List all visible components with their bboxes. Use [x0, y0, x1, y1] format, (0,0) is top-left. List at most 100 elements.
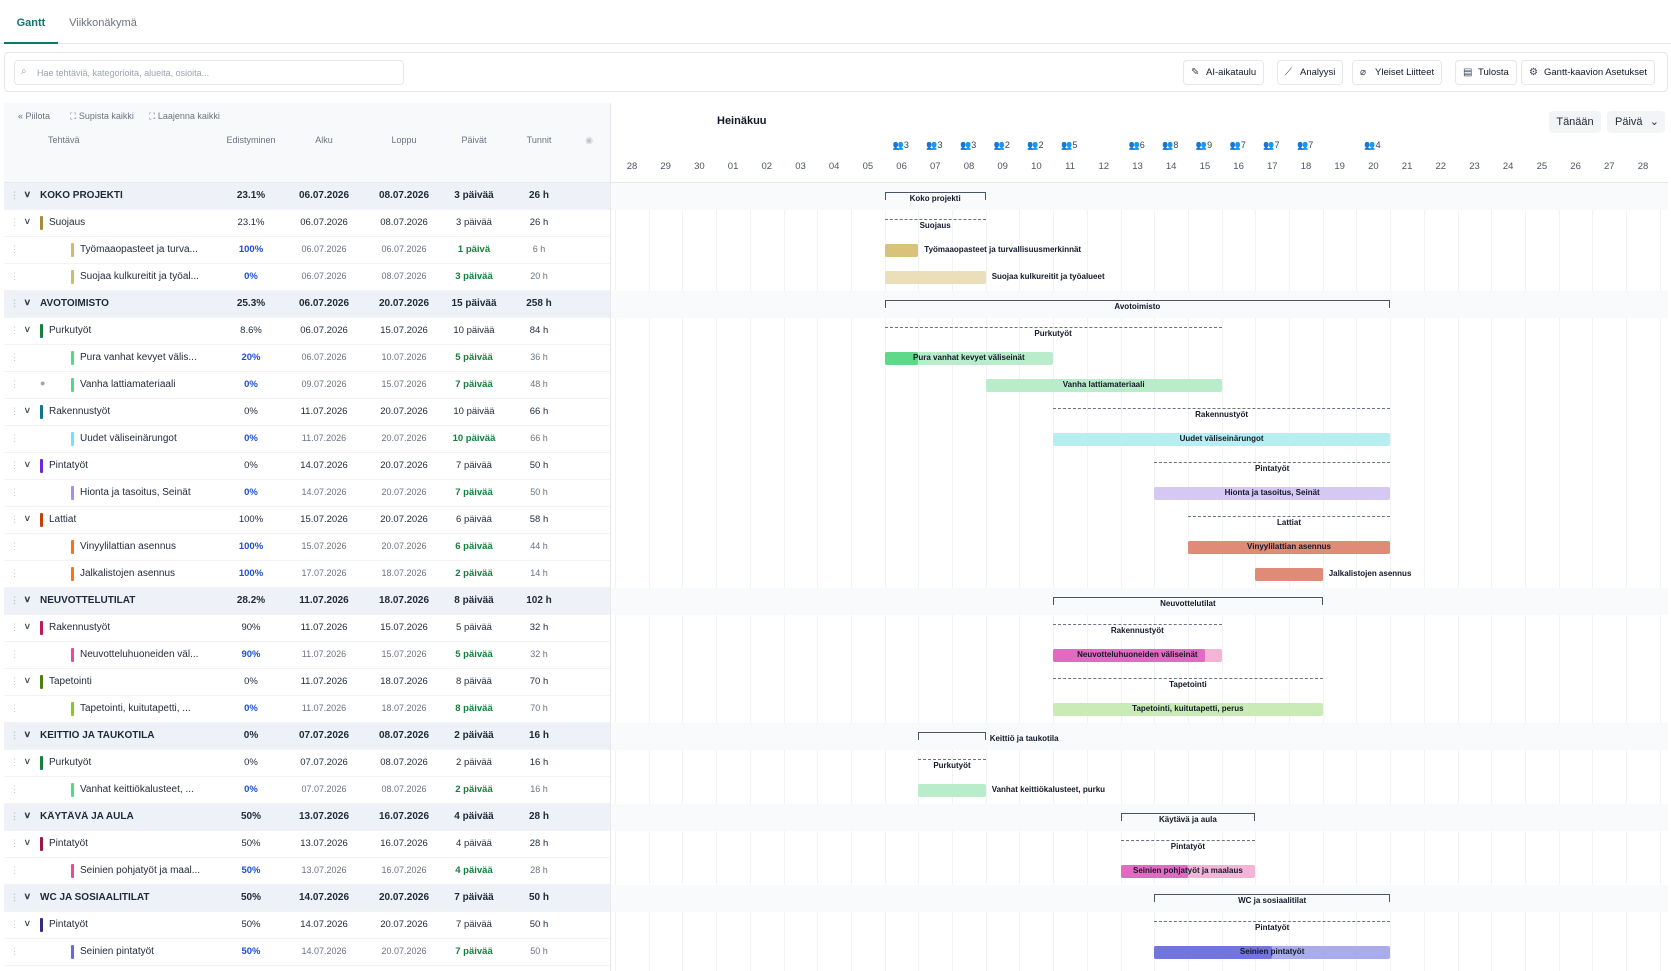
search-input[interactable]	[37, 65, 397, 81]
gantt-settings-button[interactable]: ⚙ Gantt-kaavion Asetukset	[1521, 60, 1655, 85]
analysis-button[interactable]: ⟋ Analyysi	[1277, 60, 1344, 85]
drag-handle-icon[interactable]: ⋮	[10, 244, 19, 254]
group-span[interactable]: Koko projekti	[884, 192, 986, 203]
workload-count[interactable]: 👥2	[994, 140, 1010, 151]
task-row[interactable]: ⋮ Pura vanhat kevyet välis... 20% 06.07.202…	[4, 345, 610, 372]
drag-handle-icon[interactable]: ⋮	[10, 757, 19, 767]
category-span[interactable]: Lattiat	[1187, 516, 1391, 527]
category-row[interactable]: ⋮ ∨ Pintatyöt 50% 13.07.2026 16.07.2026 4 päiv…	[4, 831, 610, 858]
task-row[interactable]: ⋮ Työmaaopasteet ja turva... 100% 06.07.202…	[4, 237, 610, 264]
task-bar[interactable]: Tapetointi, kuitutapetti, perus	[1053, 703, 1323, 716]
chevron-down-icon[interactable]: ∨	[23, 675, 32, 685]
group-row[interactable]: ⋮ ∨ AVOTOIMISTO 25.3% 06.07.2026 20.07.2026 15…	[4, 291, 610, 318]
workload-count[interactable]: 👥5	[1061, 140, 1077, 151]
task-row[interactable]: ⋮ Jalkalistojen asennus 100% 17.07.2026 18.0…	[4, 561, 610, 588]
print-button[interactable]: ▤ Tulosta	[1455, 60, 1517, 85]
category-row[interactable]: ⋮ ∨ Lattiat 100% 15.07.2026 20.07.2026 6 päivä…	[4, 507, 610, 534]
workload-count[interactable]: 👥8	[1162, 140, 1178, 151]
chevron-down-icon[interactable]: ∨	[23, 621, 32, 631]
group-row[interactable]: ⋮ ∨ WC JA SOSIAALITILAT 50% 14.07.2026 20.07.…	[4, 885, 610, 912]
chevron-down-icon[interactable]: ∨	[23, 513, 32, 523]
category-span[interactable]: Pintatyöt	[1154, 462, 1391, 473]
collapse-all-button[interactable]: ⛶ Supista kaikki	[70, 111, 134, 122]
category-span[interactable]: Pintatyöt	[1120, 840, 1256, 851]
tab-week-view[interactable]: Viikkonäkymä	[69, 17, 137, 29]
task-bar[interactable]: Suojaa kulkureitit ja työalueet	[884, 271, 1105, 284]
task-row[interactable]: ⋮ Seinien pohjatyöt ja maal... 50% 13.07.20…	[4, 858, 610, 885]
attachments-button[interactable]: ⌀ Yleiset Liitteet	[1352, 60, 1443, 85]
drag-handle-icon[interactable]: ⋮	[10, 892, 19, 902]
workload-count[interactable]: 👥7	[1263, 140, 1279, 151]
group-span[interactable]: Avotoimisto	[884, 300, 1391, 311]
category-span[interactable]: Rakennustyöt	[1053, 624, 1222, 635]
column-start[interactable]: Alku	[315, 135, 333, 145]
drag-handle-icon[interactable]: ⋮	[10, 649, 19, 659]
task-bar[interactable]: Uudet väliseinärungot	[1053, 433, 1391, 446]
chevron-down-icon[interactable]: ∨	[23, 405, 32, 415]
task-row[interactable]: ⋮ Uudet väliseinärungot 0% 11.07.2026 20.07.…	[4, 426, 610, 453]
drag-handle-icon[interactable]: ⋮	[10, 568, 19, 578]
drag-handle-icon[interactable]: ⋮	[10, 865, 19, 875]
category-span[interactable]: Tapetointi	[1053, 678, 1323, 689]
task-row[interactable]: ⋮ Neuvotteluhuoneiden väl... 90% 11.07.2026…	[4, 642, 610, 669]
category-row[interactable]: ⋮ ∨ Rakennustyöt 90% 11.07.2026 15.07.2026 5 p…	[4, 615, 610, 642]
task-row[interactable]: ⋮ Vinyylilattian asennus 100% 15.07.2026 20.…	[4, 534, 610, 561]
column-hours[interactable]: Tunnit	[526, 135, 552, 145]
drag-handle-icon[interactable]: ⋮	[10, 487, 19, 497]
expand-all-button[interactable]: ⛶ Laajenna kaikki	[149, 111, 220, 122]
group-row[interactable]: ⋮ ∨ NEUVOTTELUTILAT 28.2% 11.07.2026 18.07.20…	[4, 588, 610, 615]
group-span[interactable]: WC ja sosiaalitilat	[1154, 894, 1391, 905]
comment-icon[interactable]: ●	[40, 378, 46, 388]
column-task[interactable]: Tehtävä	[48, 135, 80, 145]
workload-count[interactable]: 👥3	[960, 140, 976, 151]
task-row[interactable]: ⋮ Tapetointi, kuitutapetti, ... 0% 11.07.20…	[4, 696, 610, 723]
task-bar[interactable]: Työmaaopasteet ja turvallisuusmerkinnät	[884, 244, 1081, 257]
category-row[interactable]: ⋮ ∨ Suojaus 23.1% 06.07.2026 08.07.2026 3 päiv…	[4, 210, 610, 237]
category-row[interactable]: ⋮ ∨ Rakennustyöt 0% 11.07.2026 20.07.2026 10 p…	[4, 399, 610, 426]
chevron-down-icon[interactable]: ∨	[23, 756, 32, 766]
eye-icon[interactable]: ◉	[585, 135, 593, 145]
hide-panel-button[interactable]: « Piilota	[18, 111, 50, 121]
drag-handle-icon[interactable]: ⋮	[10, 325, 19, 335]
scale-select[interactable]: Päivä ⌄	[1607, 111, 1665, 133]
task-bar[interactable]: Vanha lattiamateriaali	[985, 379, 1222, 392]
column-progress[interactable]: Edistyminen	[226, 135, 276, 145]
drag-handle-icon[interactable]: ⋮	[10, 784, 19, 794]
tab-gantt[interactable]: Gantt	[4, 0, 58, 44]
category-row[interactable]: ⋮ ∨ Pintatyöt 50% 14.07.2026 20.07.2026 7 päiv…	[4, 912, 610, 939]
chevron-down-icon[interactable]: ∨	[23, 594, 32, 604]
task-row[interactable]: ⋮ Hionta ja tasoitus, Seinät 0% 14.07.2026 2…	[4, 480, 610, 507]
group-span[interactable]: Neuvottelutilat	[1053, 597, 1323, 608]
chevron-down-icon[interactable]: ∨	[23, 324, 32, 334]
drag-handle-icon[interactable]: ⋮	[10, 676, 19, 686]
drag-handle-icon[interactable]: ⋮	[10, 460, 19, 470]
drag-handle-icon[interactable]: ⋮	[10, 811, 19, 821]
drag-handle-icon[interactable]: ⋮	[10, 352, 19, 362]
category-span[interactable]: Purkutyöt	[884, 327, 1222, 338]
drag-handle-icon[interactable]: ⋮	[10, 217, 19, 227]
task-row[interactable]: ⋮ Vanhat keittiökalusteet, ... 0% 07.07.202…	[4, 777, 610, 804]
drag-handle-icon[interactable]: ⋮	[10, 919, 19, 929]
drag-handle-icon[interactable]: ⋮	[10, 541, 19, 551]
group-span[interactable]: Käytävä ja aula	[1120, 813, 1256, 824]
workload-count[interactable]: 👥2	[1027, 140, 1043, 151]
workload-count[interactable]: 👥7	[1230, 140, 1246, 151]
category-span[interactable]: Suojaus	[884, 219, 986, 230]
group-row[interactable]: ⋮ ∨ KÄYTÄVÄ JA AULA 50% 13.07.2026 16.07.2026…	[4, 804, 610, 831]
drag-handle-icon[interactable]: ⋮	[10, 406, 19, 416]
category-row[interactable]: ⋮ ∨ Tapetointi 0% 11.07.2026 18.07.2026 8 päiv…	[4, 669, 610, 696]
task-bar[interactable]: Seinien pintatyöt	[1154, 946, 1391, 959]
drag-handle-icon[interactable]: ⋮	[10, 838, 19, 848]
task-bar[interactable]: Jalkalistojen asennus	[1255, 568, 1411, 581]
group-row[interactable]: ⋮ ∨ KOKO PROJEKTI 23.1% 06.07.2026 08.07.2026…	[4, 183, 610, 210]
column-end[interactable]: Loppu	[391, 135, 417, 145]
drag-handle-icon[interactable]: ⋮	[10, 595, 19, 605]
drag-handle-icon[interactable]: ⋮	[10, 703, 19, 713]
drag-handle-icon[interactable]: ⋮	[10, 946, 19, 956]
task-row[interactable]: ⋮ ● Vanha lattiamateriaali 0% 09.07.2026 15.0…	[4, 372, 610, 399]
chevron-down-icon[interactable]: ∨	[23, 918, 32, 928]
category-row[interactable]: ⋮ ∨ Purkutyöt 0% 07.07.2026 08.07.2026 2 päivä…	[4, 750, 610, 777]
today-button[interactable]: Tänään	[1549, 111, 1601, 133]
workload-count[interactable]: 👥4	[1364, 140, 1380, 151]
task-bar[interactable]: Vinyylilattian asennus	[1187, 541, 1391, 554]
